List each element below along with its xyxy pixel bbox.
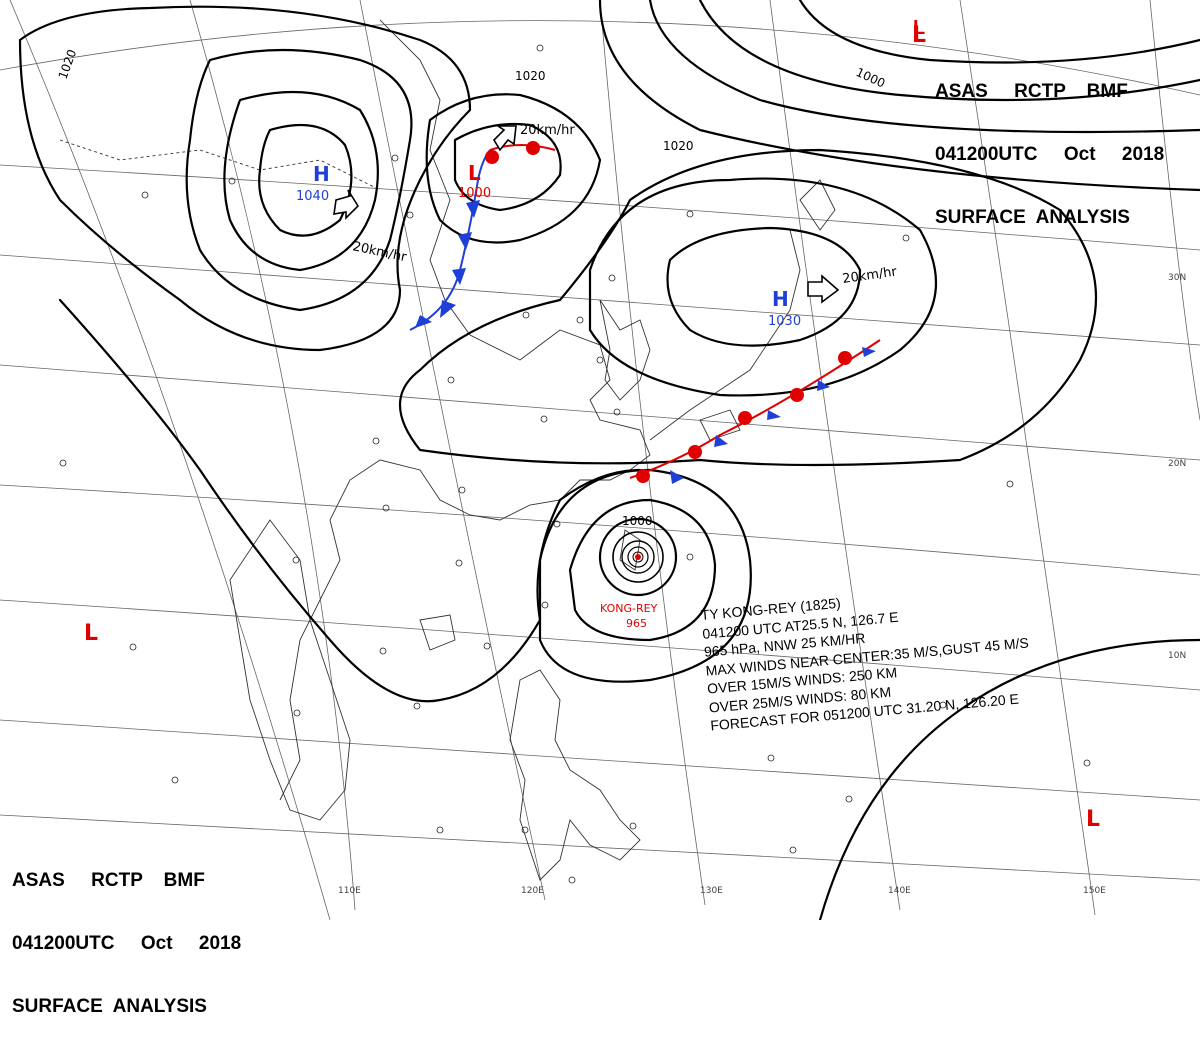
cold-front-west <box>409 141 556 331</box>
isobars <box>18 0 1200 920</box>
hainan-coast <box>419 614 456 651</box>
high-center-letter: H <box>313 162 330 186</box>
low-marker: L <box>1086 807 1100 832</box>
footer-title: ASAS RCTP BMF <box>12 870 205 891</box>
mongolia-border <box>59 139 381 191</box>
indochina-coast <box>229 519 351 821</box>
lat-label: 10N <box>1168 651 1186 661</box>
typhoon-pressure: 965 <box>626 617 647 630</box>
coastlines <box>59 19 836 881</box>
high-center-value: 1040 <box>296 189 329 204</box>
header-block: L ASAS RCTP BMF 041200UTC Oct 2018 SURFA… <box>913 18 1165 249</box>
header-subtitle: SURFACE ANALYSIS <box>935 207 1130 228</box>
high-center-value: 1030 <box>768 314 801 329</box>
header-title: ASAS RCTP BMF <box>935 81 1128 102</box>
motion-label: 20km/hr <box>841 264 898 287</box>
arrow-west-high <box>333 189 360 220</box>
grid-labels: 110E 120E 130E 140E 150E 30N 20N 10N <box>338 273 1186 896</box>
footer-subtitle: SURFACE ANALYSIS <box>12 996 207 1017</box>
typhoon-center: KONG-REY 965 <box>600 554 658 630</box>
high-center-letter: H <box>772 287 789 311</box>
lon-label: 110E <box>338 886 361 896</box>
lat-label: 30N <box>1168 273 1186 283</box>
isobar-label: 1000 <box>854 65 888 91</box>
stationary-front-east <box>629 339 881 484</box>
isobar-label: 1020 <box>663 139 694 153</box>
low-marker: L <box>912 23 926 48</box>
lon-label: 150E <box>1083 886 1106 896</box>
header-low-flag: L <box>913 17 926 39</box>
isobar-label: 1000 <box>622 514 653 528</box>
footer-block: ASAS RCTP BMF 041200UTC Oct 2018 SURFACE… <box>12 828 241 1038</box>
arrow-east-high <box>807 274 840 304</box>
low-markers: L L L <box>84 23 1100 832</box>
lon-label: 120E <box>521 886 544 896</box>
arrow-low <box>492 125 517 152</box>
typhoon-name: KONG-REY <box>600 602 658 615</box>
isobar-label: 1020 <box>515 69 546 83</box>
motion-arrows <box>333 125 840 304</box>
lat-label: 20N <box>1168 459 1186 469</box>
lon-label: 140E <box>888 886 911 896</box>
korea-coast <box>599 299 651 401</box>
motion-label: 20km/hr <box>520 123 575 138</box>
low-center-value: 1000 <box>458 186 491 201</box>
taiwan-coast <box>619 529 641 571</box>
japan-coast <box>649 179 836 441</box>
isobar-label: 1020 <box>56 48 80 81</box>
lon-label: 130E <box>700 886 723 896</box>
footer-time: 041200UTC Oct 2018 <box>12 933 242 954</box>
weather-map: 1020 1020 1020 1000 1000 H 1040 L 1000 H… <box>0 0 1200 920</box>
header-time: 041200UTC Oct 2018 <box>935 144 1165 165</box>
low-marker: L <box>84 621 98 646</box>
philippines-coast <box>509 669 641 881</box>
pressure-centers: H 1040 L 1000 H 1030 <box>296 161 801 329</box>
low-center-letter: L <box>468 161 481 185</box>
station-plots <box>59 44 1091 884</box>
